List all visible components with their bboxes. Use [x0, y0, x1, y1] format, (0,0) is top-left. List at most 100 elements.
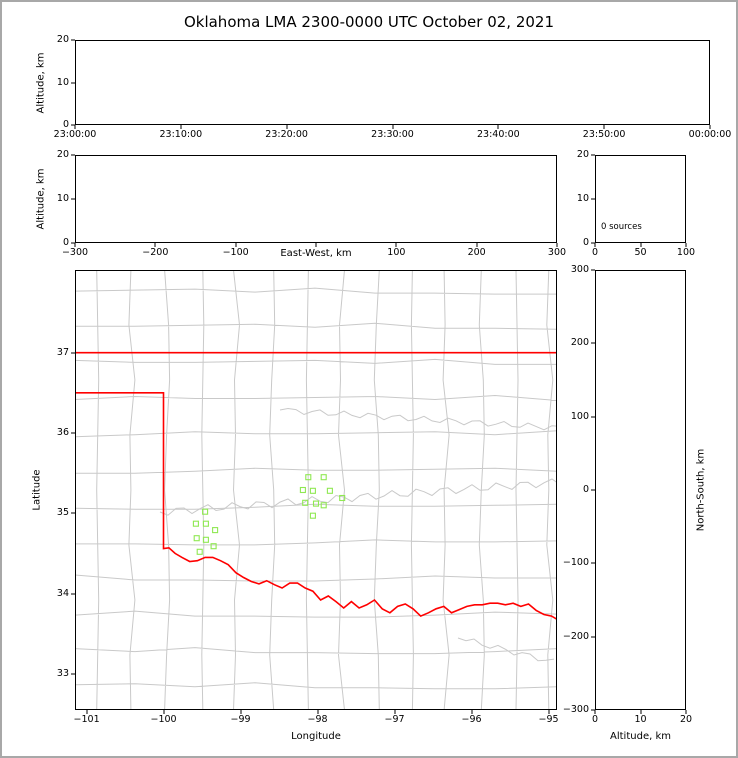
y-tick-mark	[71, 512, 75, 514]
x-tick-mark	[640, 243, 641, 247]
plot-frame	[75, 155, 557, 243]
y-tick-mark	[71, 673, 75, 675]
state-border	[75, 392, 557, 620]
x-tick-mark	[603, 125, 605, 129]
x-tick-label: 200	[467, 247, 486, 258]
y-tick-label: 37	[56, 346, 69, 358]
station-marker	[196, 548, 203, 555]
station-marker	[202, 536, 209, 543]
x-tick-label: 20	[679, 714, 693, 725]
map-canvas	[75, 270, 557, 710]
x-tick-mark	[594, 710, 596, 714]
plot-frame	[75, 40, 710, 125]
y-tick-label: 36	[56, 426, 69, 438]
station-marker	[299, 486, 306, 494]
x-tick-mark	[180, 125, 182, 129]
y-tick-label: 33	[56, 667, 69, 679]
river-lines	[159, 407, 557, 662]
station-marker	[326, 487, 333, 494]
ew-height-ylabel: Altitude, km	[35, 168, 47, 230]
y-tick-label: 0	[62, 236, 69, 248]
x-tick-mark	[471, 710, 473, 714]
x-tick-label: 50	[634, 247, 647, 258]
source-count-annotation: 0 sources	[601, 222, 642, 232]
y-tick-mark	[71, 39, 75, 41]
y-tick-mark	[591, 416, 595, 418]
y-tick-label: 0	[582, 483, 589, 495]
y-tick-mark	[71, 154, 75, 156]
x-tick-label: −100	[150, 714, 177, 725]
y-tick-label: −300	[562, 703, 589, 715]
y-tick-label: 34	[56, 587, 69, 599]
time-height-ylabel: Altitude, km	[35, 52, 47, 113]
y-tick-label: 300	[570, 263, 589, 275]
x-tick-label: 23:10:00	[159, 129, 203, 140]
x-tick-mark	[286, 125, 288, 129]
map-xlabel: Longitude	[291, 731, 341, 742]
y-tick-label: 20	[56, 33, 69, 45]
y-tick-label: 10	[56, 76, 69, 88]
x-tick-label: −300	[61, 247, 89, 258]
x-tick-mark	[163, 710, 165, 714]
station-marker	[305, 474, 312, 481]
time-height-panel: Altitude, km 23:00:00 23:10:00 23:20:00 23:…	[36, 34, 732, 140]
x-tick-mark	[476, 243, 478, 247]
y-tick-label: 0	[582, 236, 589, 248]
x-tick-label: 100	[387, 247, 406, 258]
x-tick-mark	[640, 710, 641, 714]
x-tick-mark	[548, 710, 550, 714]
ns-height-ylabel: North-South, km	[695, 448, 707, 532]
y-tick-label: 20	[56, 148, 69, 160]
x-tick-label: 23:30:00	[371, 129, 414, 140]
x-tick-label: 23:00:00	[53, 129, 97, 140]
y-tick-label: 10	[56, 192, 69, 204]
x-tick-mark	[317, 710, 319, 714]
station-marker	[202, 508, 209, 515]
x-tick-label: −99	[230, 714, 251, 725]
y-tick-mark	[71, 432, 75, 434]
x-tick-mark	[556, 243, 558, 247]
plan-view-map-panel: Latitude Longitude −101 −100 −99 −98 −97 −96 −…	[32, 270, 559, 742]
x-tick-label: −101	[73, 714, 100, 725]
x-tick-label: −96	[461, 714, 482, 725]
station-marker	[309, 512, 316, 519]
x-tick-label: −100	[222, 247, 249, 258]
figure-title: Oklahoma LMA 2300-0000 UTC October 02, 2…	[183, 13, 555, 31]
station-marker	[192, 520, 199, 527]
x-tick-mark	[394, 710, 396, 714]
y-tick-mark	[591, 562, 595, 564]
x-tick-mark	[709, 125, 711, 129]
x-tick-mark	[240, 710, 242, 714]
ew-height-panel: Altitude, km East-West, km −300 −200 −100 1…	[36, 149, 567, 259]
x-tick-label: 00:00:00	[688, 129, 732, 140]
x-tick-mark	[685, 710, 687, 714]
y-tick-mark	[71, 198, 75, 200]
y-tick-mark	[71, 352, 75, 354]
y-tick-mark	[71, 82, 75, 83]
y-tick-label: −200	[562, 630, 589, 642]
y-tick-mark	[591, 489, 595, 491]
y-tick-label: 100	[570, 410, 589, 422]
y-tick-mark	[591, 242, 595, 244]
x-tick-mark	[74, 125, 76, 129]
x-tick-mark	[685, 243, 687, 247]
ns-height-xlabel: Altitude, km	[610, 731, 671, 742]
ns-height-panel: Altitude, km North-South, km 0 10 20 −300 −2…	[563, 264, 707, 742]
x-tick-label: −98	[307, 714, 328, 725]
map-ylabel: Latitude	[31, 469, 43, 511]
y-tick-label: 20	[576, 148, 589, 160]
y-tick-mark	[591, 154, 595, 156]
x-tick-mark	[395, 243, 397, 247]
x-tick-label: 0	[591, 714, 599, 725]
station-marker	[193, 535, 200, 542]
x-tick-label: 23:50:00	[582, 129, 626, 140]
x-tick-label: −97	[384, 714, 405, 725]
station-marker	[302, 499, 309, 506]
station-marker	[202, 520, 209, 527]
x-tick-mark	[497, 125, 499, 129]
x-tick-mark	[315, 243, 317, 247]
y-tick-label: 35	[56, 507, 69, 519]
station-marker	[210, 543, 217, 550]
x-tick-label: 23:40:00	[477, 129, 520, 140]
